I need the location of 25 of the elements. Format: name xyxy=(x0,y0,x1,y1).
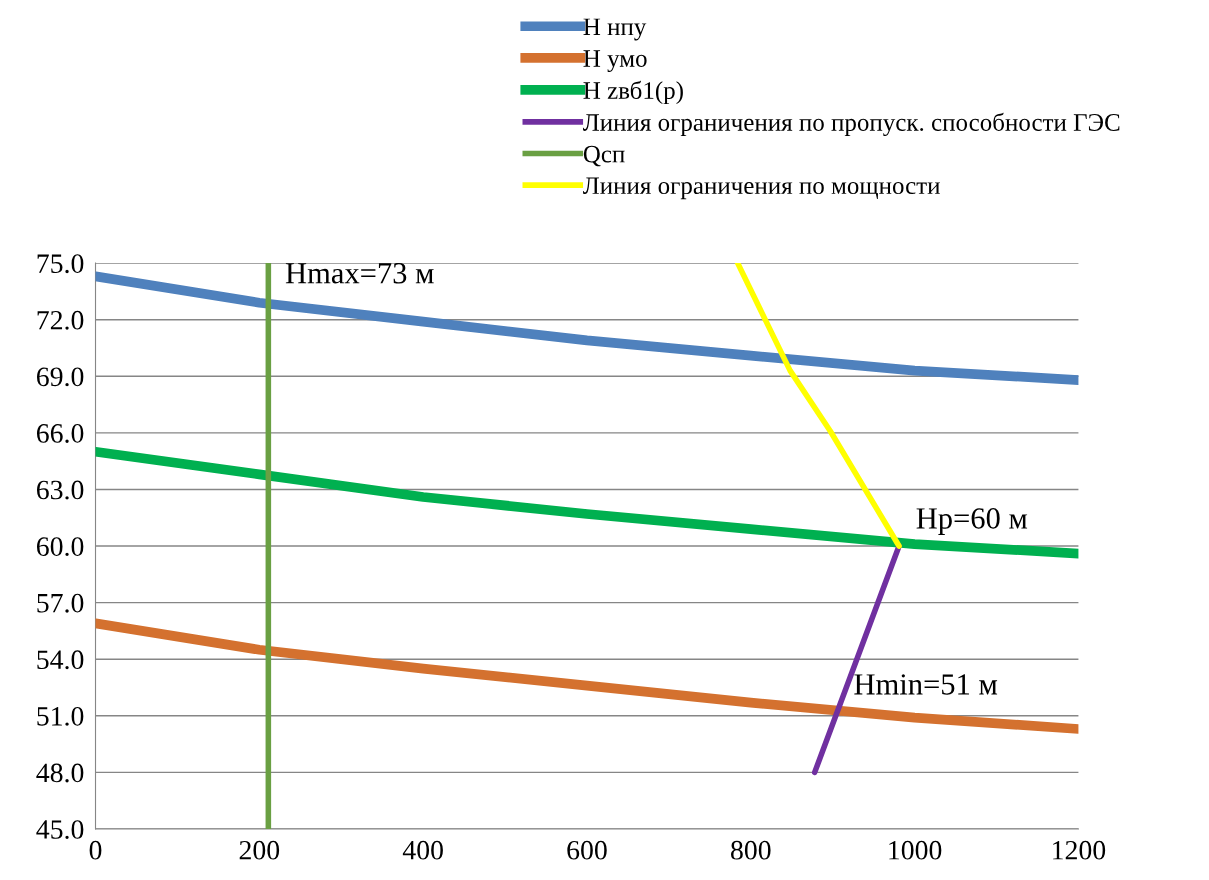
legend-label: Qсп xyxy=(583,145,625,167)
y-tick-label: 60.0 xyxy=(36,537,84,557)
y-tick-label: 66.0 xyxy=(36,424,84,443)
y-tick-label: 48.0 xyxy=(36,763,84,783)
y-tick-label: 54.0 xyxy=(37,650,84,670)
x-tick-label: 200 xyxy=(239,840,280,860)
y-tick-label: 63.0 xyxy=(36,480,84,500)
legend-label: Линия ограничения по пропуск. способности ГЭС xyxy=(583,112,1120,137)
x-tick-label: 1000 xyxy=(889,840,942,860)
y-tick-label: 45.0 xyxy=(36,820,84,839)
y-tick-label: 51.0 xyxy=(37,706,84,726)
y-tick-label: 72.0 xyxy=(37,310,84,330)
x-tick-label: 1200 xyxy=(1053,840,1106,860)
annotation: Hmax=73 м xyxy=(285,262,434,284)
x-tick-label: 600 xyxy=(567,840,607,860)
legend-label: Линия ограничения по мощности xyxy=(583,177,940,200)
legend-label: Н нпу xyxy=(583,18,647,41)
annotation: Hmin=51 м xyxy=(854,674,998,695)
x-tick-label: 0 xyxy=(89,840,102,860)
x-tick-label: 400 xyxy=(402,840,443,860)
y-tick-label: 69.0 xyxy=(36,367,84,387)
x-tick-label: 800 xyxy=(731,840,771,860)
annotation: Hp=60 м xyxy=(916,508,1028,535)
y-tick-label: 75.0 xyxy=(37,254,84,274)
y-tick-label: 57.0 xyxy=(37,593,84,613)
